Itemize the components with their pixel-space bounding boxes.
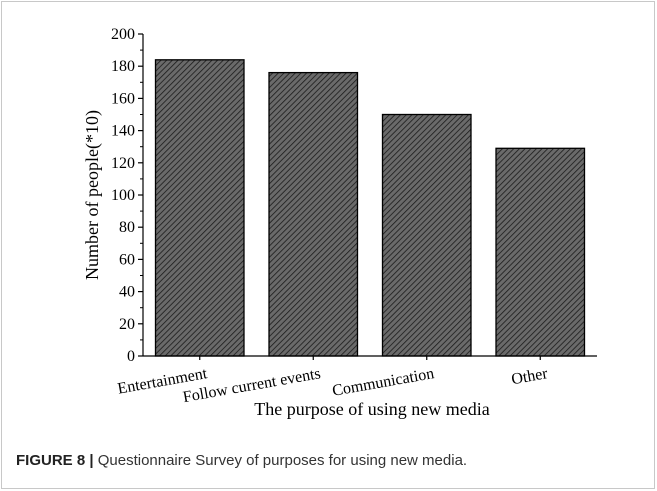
y-tick-label: 100 — [111, 187, 135, 204]
y-axis: 0 20 40 60 80 100 120 140 160 180 200 — [111, 26, 144, 365]
bar-entertainment — [154, 59, 245, 357]
y-tick-label: 160 — [111, 90, 135, 107]
y-tick-label: 120 — [111, 155, 135, 172]
y-tick-label: 0 — [127, 348, 135, 365]
y-tick-label: 80 — [119, 219, 135, 236]
x-tick-label: Other — [510, 365, 549, 388]
bars-layer — [154, 59, 586, 357]
y-tick-label: 20 — [119, 316, 135, 333]
y-tick-label: 140 — [111, 123, 135, 140]
y-tick-label: 180 — [111, 58, 135, 75]
y-tick-label: 200 — [111, 26, 135, 43]
y-tick-label: 60 — [119, 251, 135, 268]
figure-number: FIGURE 8 | — [16, 452, 94, 469]
bar-other — [495, 147, 586, 357]
bar-communication — [381, 113, 472, 357]
x-axis-title: The purpose of using new media — [254, 399, 489, 419]
bar-follow-current-events — [268, 71, 359, 357]
figure-caption: FIGURE 8 | Questionnaire Survey of purpo… — [16, 452, 467, 469]
x-tick-label: Communication — [331, 365, 435, 400]
y-tick-label: 40 — [119, 284, 135, 301]
caption-text: Questionnaire Survey of purposes for usi… — [93, 452, 468, 469]
y-axis-title: Number of people(*10) — [82, 110, 103, 280]
